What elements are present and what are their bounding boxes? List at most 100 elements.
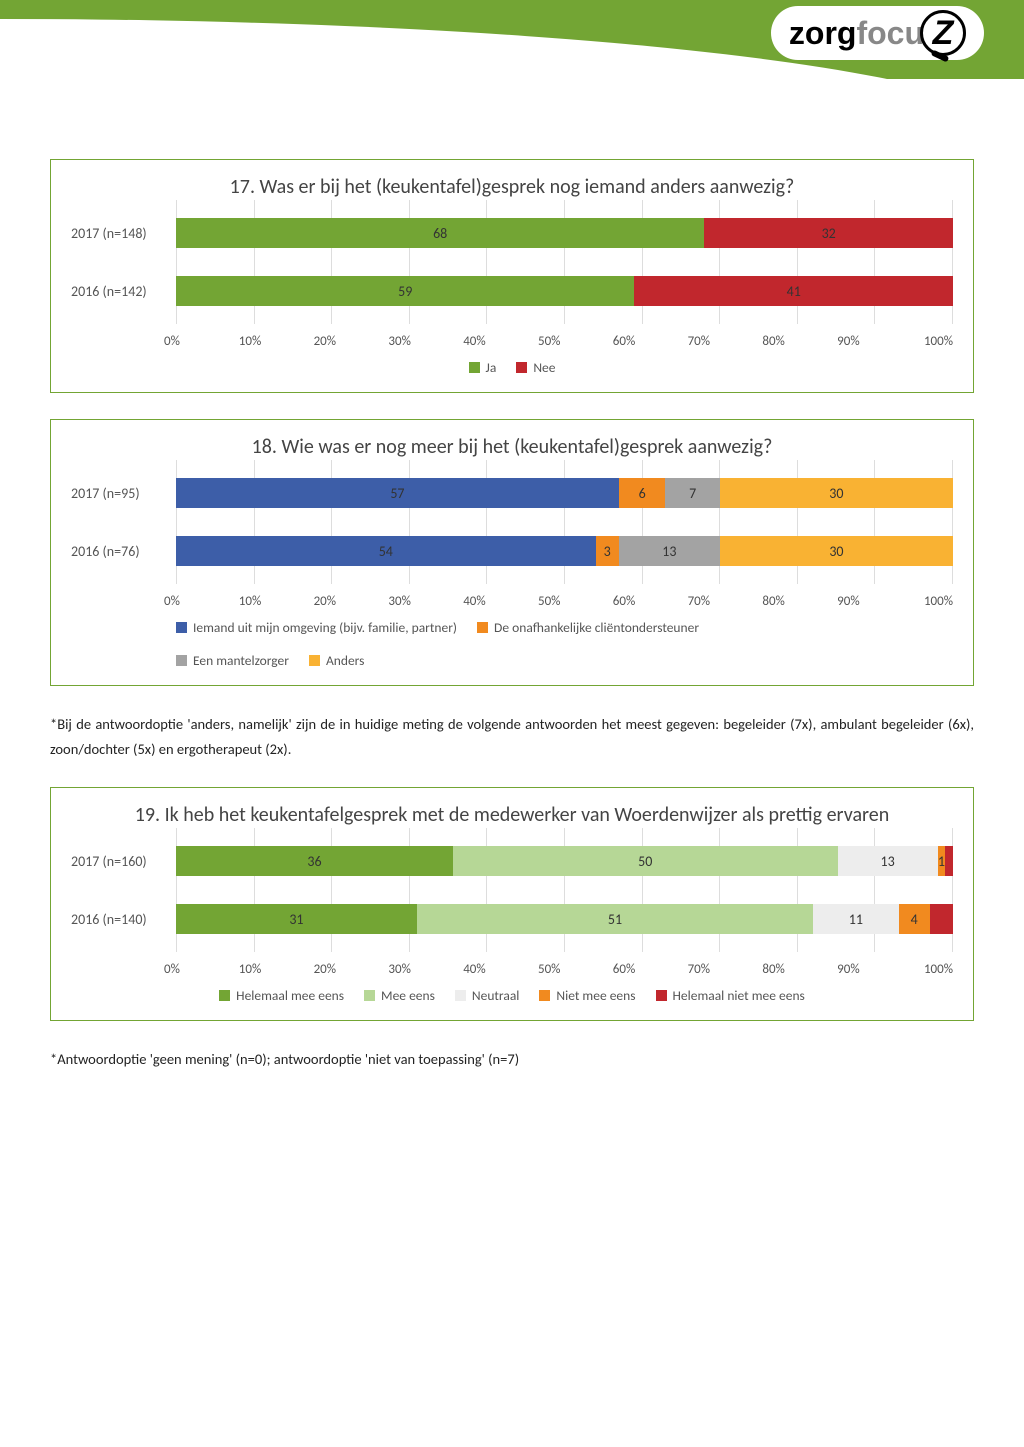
bar-area: 5941	[176, 276, 953, 306]
bar-segment: 54	[176, 536, 596, 566]
axis-tick: 20%	[314, 962, 389, 977]
legend-item: Neutraal	[455, 987, 520, 1004]
axis-tick: 40%	[463, 334, 538, 349]
bar-row-label: 2017 (n=95)	[71, 485, 176, 502]
bar-segment: 1	[938, 846, 946, 876]
axis-tick: 60%	[613, 962, 688, 977]
axis-tick: 90%	[837, 334, 912, 349]
legend-label: De onafhankelijke cliëntondersteuner	[494, 619, 699, 636]
axis-tick: 30%	[388, 594, 463, 609]
legend-item: Helemaal niet mee eens	[656, 987, 805, 1004]
axis-tick: 100%	[924, 962, 953, 977]
bar-row-label: 2016 (n=76)	[71, 543, 176, 560]
bar-segment: 68	[176, 218, 704, 248]
bar-segment	[945, 846, 953, 876]
legend-swatch	[477, 622, 488, 633]
x-axis: 0%10%20%30%40%50%60%70%80%90%100%	[176, 334, 953, 349]
bar-segment	[930, 904, 953, 934]
axis-tick: 70%	[688, 334, 763, 349]
bar-segment: 30	[720, 536, 953, 566]
legend-item: Mee eens	[364, 987, 435, 1004]
bar-row: 2017 (n=95)576730	[71, 478, 953, 508]
axis-tick: 60%	[613, 594, 688, 609]
bar-segment: 4	[899, 904, 930, 934]
bar-row-label: 2016 (n=142)	[71, 283, 176, 300]
axis-tick: 20%	[314, 334, 389, 349]
axis-tick: 70%	[688, 962, 763, 977]
bar-segment: 32	[704, 218, 953, 248]
bar-stack: 3650131	[176, 846, 953, 876]
bar-segment: 59	[176, 276, 634, 306]
bar-segment: 3	[596, 536, 619, 566]
bar-segment: 50	[453, 846, 838, 876]
legend-swatch	[539, 990, 550, 1001]
axis-tick: 10%	[239, 334, 314, 349]
legend-label: Niet mee eens	[556, 987, 635, 1004]
axis-tick: 50%	[538, 334, 613, 349]
footnote-19: *Antwoordoptie 'geen mening' (n=0); antw…	[50, 1047, 974, 1072]
chart-title: 17. Was er bij het (keukentafel)gesprek …	[71, 174, 953, 200]
bar-stack: 5431330	[176, 536, 953, 566]
legend-item: Ja	[469, 359, 497, 376]
legend-swatch	[309, 655, 320, 666]
axis-tick: 80%	[762, 962, 837, 977]
bar-segment: 30	[720, 478, 953, 508]
axis-tick: 90%	[837, 962, 912, 977]
bar-segment: 51	[417, 904, 813, 934]
legend-swatch	[516, 362, 527, 373]
logo-text-grey: focu	[856, 15, 924, 52]
axis-tick: 30%	[388, 962, 463, 977]
bar-segment: 36	[176, 846, 453, 876]
legend: Ja Nee	[71, 359, 953, 376]
bar-area: 5431330	[176, 536, 953, 566]
x-axis: 0%10%20%30%40%50%60%70%80%90%100%	[176, 962, 953, 977]
chart-18: 18. Wie was er nog meer bij het (keukent…	[50, 419, 974, 686]
bar-row: 2017 (n=148)6832	[71, 218, 953, 248]
bar-segment: 13	[619, 536, 720, 566]
bar-segment: 7	[665, 478, 719, 508]
legend-label: Helemaal niet mee eens	[673, 987, 805, 1004]
bar-row: 2016 (n=140)3151114	[71, 904, 953, 934]
bar-area: 576730	[176, 478, 953, 508]
axis-tick: 70%	[688, 594, 763, 609]
bar-segment: 41	[634, 276, 953, 306]
logo-text-black: zorg	[789, 15, 857, 52]
chart-title: 19. Ik heb het keukentafelgesprek met de…	[71, 802, 953, 828]
axis-tick: 60%	[613, 334, 688, 349]
content: 17. Was er bij het (keukentafel)gesprek …	[0, 79, 1024, 1158]
x-axis: 0%10%20%30%40%50%60%70%80%90%100%	[176, 594, 953, 609]
legend: Iemand uit mijn omgeving (bijv. familie,…	[176, 619, 953, 669]
legend-swatch	[364, 990, 375, 1001]
logo-z-icon: Z	[920, 10, 966, 56]
legend-label: Een mantelzorger	[193, 652, 289, 669]
bar-row: 2016 (n=76)5431330	[71, 536, 953, 566]
bar-segment: 57	[176, 478, 619, 508]
legend-swatch	[219, 990, 230, 1001]
axis-tick: 80%	[762, 594, 837, 609]
bar-stack: 3151114	[176, 904, 953, 934]
chart-19: 19. Ik heb het keukentafelgesprek met de…	[50, 787, 974, 1021]
bar-row: 2017 (n=160)3650131	[71, 846, 953, 876]
axis-tick: 100%	[924, 594, 953, 609]
legend-item: Anders	[309, 652, 364, 669]
legend-item: Niet mee eens	[539, 987, 635, 1004]
legend-swatch	[455, 990, 466, 1001]
legend-item: Een mantelzorger	[176, 652, 289, 669]
bar-area: 3151114	[176, 904, 953, 934]
legend-label: Neutraal	[472, 987, 520, 1004]
bar-area: 3650131	[176, 846, 953, 876]
legend-swatch	[469, 362, 480, 373]
legend-item: Helemaal mee eens	[219, 987, 344, 1004]
footnote-18: *Bij de antwoordoptie 'anders, namelijk'…	[50, 712, 974, 761]
axis-tick: 0%	[164, 962, 239, 977]
axis-tick: 100%	[924, 334, 953, 349]
logo: zorgfocuZ	[771, 6, 984, 60]
bar-stack: 6832	[176, 218, 953, 248]
legend-item: Nee	[516, 359, 555, 376]
legend-swatch	[656, 990, 667, 1001]
legend: Helemaal mee eens Mee eens Neutraal Niet me…	[71, 987, 953, 1004]
legend-item: Iemand uit mijn omgeving (bijv. familie,…	[176, 619, 457, 636]
chart-title: 18. Wie was er nog meer bij het (keukent…	[71, 434, 953, 460]
bar-stack: 576730	[176, 478, 953, 508]
bar-row-label: 2017 (n=160)	[71, 853, 176, 870]
